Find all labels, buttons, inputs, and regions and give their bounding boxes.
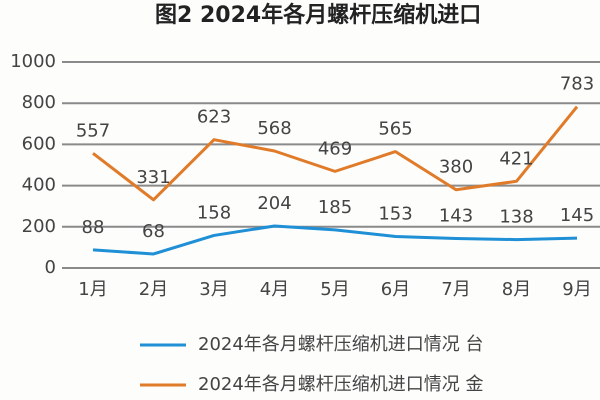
y-tick-label: 400 xyxy=(22,175,56,196)
data-label: 138 xyxy=(499,207,533,228)
data-label: 158 xyxy=(197,202,231,223)
legend-label: 2024年各月螺杆压缩机进口情况 金 xyxy=(198,374,484,395)
data-label: 185 xyxy=(318,197,352,218)
data-label: 623 xyxy=(197,107,231,128)
data-label: 143 xyxy=(439,206,473,227)
legend-label: 2024年各月螺杆压缩机进口情况 台 xyxy=(198,334,484,355)
series-line xyxy=(92,105,579,202)
data-label: 331 xyxy=(136,167,170,188)
data-label: 568 xyxy=(257,118,291,139)
x-tick-label: 2月 xyxy=(139,279,168,300)
x-tick-label: 8月 xyxy=(502,279,531,300)
data-label: 557 xyxy=(76,120,110,141)
y-tick-label: 200 xyxy=(22,216,56,237)
data-label: 783 xyxy=(560,74,594,95)
data-label: 469 xyxy=(318,138,352,159)
x-tick-label: 5月 xyxy=(320,279,349,300)
data-label: 204 xyxy=(257,193,291,214)
x-tick-label: 7月 xyxy=(441,279,470,300)
data-label: 145 xyxy=(560,205,594,226)
y-tick-label: 1000 xyxy=(10,51,56,72)
data-label: 88 xyxy=(82,217,105,238)
data-label: 153 xyxy=(378,203,412,224)
series-line xyxy=(92,224,578,256)
x-tick-label: 1月 xyxy=(78,279,107,300)
x-tick-label: 9月 xyxy=(562,279,591,300)
x-tick-label: 4月 xyxy=(260,279,289,300)
data-label: 421 xyxy=(499,148,533,169)
data-label: 68 xyxy=(142,221,165,242)
data-label: 380 xyxy=(439,157,473,178)
chart-title: 图2 2024年各月螺杆压缩机进口 xyxy=(155,2,481,28)
x-tick-label: 3月 xyxy=(199,279,228,300)
y-tick-label: 600 xyxy=(22,133,56,154)
data-label: 565 xyxy=(378,119,412,140)
y-tick-label: 800 xyxy=(22,92,56,113)
y-tick-label: 0 xyxy=(45,257,56,278)
x-tick-label: 6月 xyxy=(381,279,410,300)
